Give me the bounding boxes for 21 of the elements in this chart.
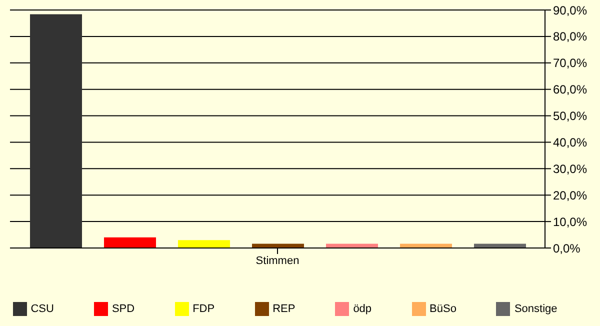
y-tick-label: 20,0% <box>553 188 588 202</box>
y-tick-label: 80,0% <box>553 30 588 44</box>
y-tick-label: 70,0% <box>553 56 588 70</box>
bar <box>104 237 156 248</box>
y-tick-label: 90,0% <box>553 3 588 18</box>
y-tick-label: 10,0% <box>553 214 588 229</box>
y-tick-label: 50,0% <box>553 109 588 124</box>
legend-label: FDP <box>192 302 215 315</box>
legend-label: REP <box>272 302 296 315</box>
legend-label: CSU <box>30 302 54 315</box>
x-tick-label: Stimmen <box>256 254 300 267</box>
bar <box>178 240 230 248</box>
y-tick-label: 40,0% <box>553 135 588 150</box>
legend-label: ödp <box>353 302 372 315</box>
y-tick-label: 60,0% <box>553 82 588 97</box>
legend-label: Sonstige <box>514 302 558 315</box>
y-tick-label: 0,0% <box>553 241 581 256</box>
y-tick-label: 30,0% <box>553 162 588 176</box>
legend-label: SPD <box>112 302 135 315</box>
bar <box>30 14 82 248</box>
legend-label: BüSo <box>430 302 456 315</box>
